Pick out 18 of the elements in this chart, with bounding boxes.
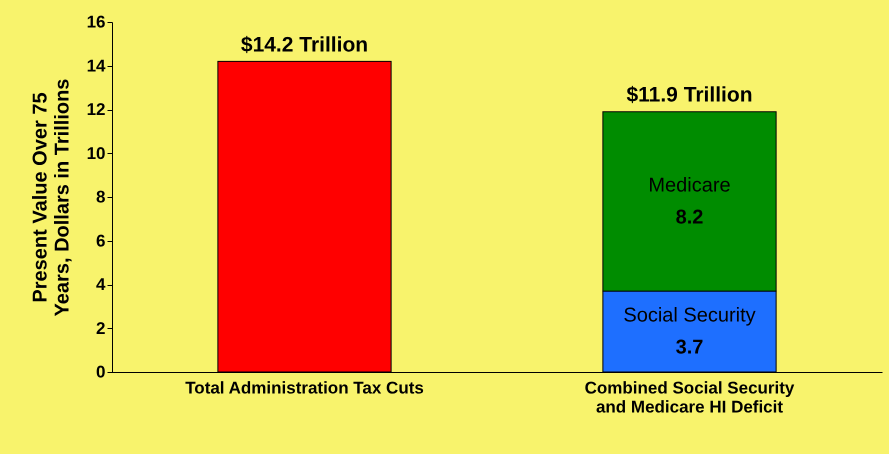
y-tick-label: 6 <box>96 231 106 250</box>
y-tick-label: 2 <box>96 318 106 338</box>
x-tick-label: Combined Social Security and Medicare HI Deficit <box>584 378 795 416</box>
total-label: $11.9 Trillion <box>626 84 753 107</box>
x-tick-label: Total Administration Tax Cuts <box>185 378 424 398</box>
y-tick-label: 4 <box>96 275 106 294</box>
y-tick-label: 14 <box>86 56 106 76</box>
y-axis-title: Present Value Over 75 Years, Dollars in Trillions <box>30 78 74 316</box>
data-label: 3.7 <box>676 336 704 359</box>
series-label: Social Security <box>623 304 756 327</box>
y-tick-label: 10 <box>86 144 106 163</box>
y-tick-label: 0 <box>96 362 106 382</box>
y-tick-label: 8 <box>96 188 106 206</box>
series-label: Medicare <box>648 174 731 196</box>
y-tick-label: 16 <box>86 12 106 32</box>
y-tick-label: 12 <box>86 100 106 119</box>
total-label: $14.2 Trillion <box>240 33 368 56</box>
data-label: 8.2 <box>676 206 704 228</box>
